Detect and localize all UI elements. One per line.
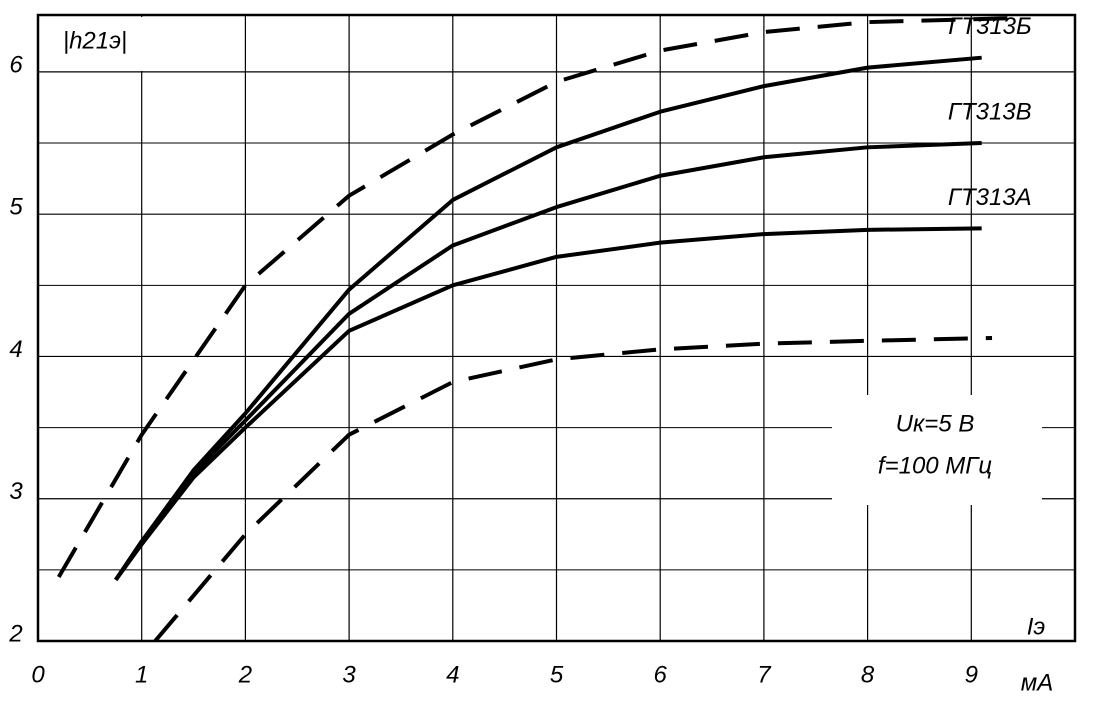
- x-unit: мА: [1021, 669, 1053, 696]
- label-box: [41, 17, 149, 71]
- y-tick-label: 2: [8, 620, 22, 647]
- x-tick-label: 5: [550, 661, 564, 688]
- x-tick-label: 1: [135, 661, 148, 688]
- dashed-line: [153, 335, 993, 643]
- x-tick-label: 8: [861, 661, 875, 688]
- annotation: f=100 МГц: [878, 452, 992, 479]
- plot-frame: [36, 13, 1077, 643]
- annotation: Uк=5 В: [896, 410, 975, 437]
- series-label: ГТ313В: [948, 98, 1032, 125]
- line: [114, 226, 982, 582]
- x-axis-label: Iэ: [1027, 613, 1046, 640]
- line: [114, 141, 982, 581]
- x-tick-label: 9: [965, 661, 978, 688]
- label-box: [1000, 612, 1072, 639]
- y-tick-label: 4: [9, 336, 22, 363]
- y-tick-label: 3: [9, 478, 23, 505]
- label-box: [832, 395, 1042, 505]
- x-tick-label: 7: [757, 661, 772, 688]
- x-tick-label: 6: [654, 661, 668, 688]
- x-tick-label: 2: [238, 661, 252, 688]
- y-tick-label: 5: [9, 194, 23, 221]
- x-tick-label: 4: [446, 661, 459, 688]
- x-tick-label: 3: [342, 661, 356, 688]
- x-tick-label: 0: [31, 661, 45, 688]
- series-label: ГТ313А: [948, 184, 1032, 211]
- y-tick-label: 6: [9, 51, 23, 78]
- y-axis-label: |h21э|: [63, 27, 127, 54]
